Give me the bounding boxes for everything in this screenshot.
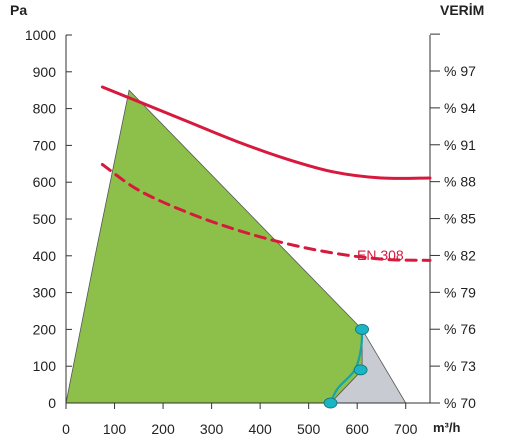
y-left-tick-label: 100 — [33, 358, 57, 374]
green-region — [65, 89, 363, 404]
x-tick-label: 400 — [248, 421, 272, 437]
y-left-tick-label: 900 — [33, 64, 57, 80]
axes-layer — [65, 33, 440, 409]
y-left-tick-label: 600 — [33, 174, 57, 190]
y-right-tick-label: % 88 — [444, 174, 476, 190]
y-right-tick-label: % 97 — [444, 63, 476, 79]
y-right-tick-label: % 82 — [444, 247, 476, 263]
y-left-tick-label: 800 — [33, 101, 57, 117]
y-right-tick-label: % 94 — [444, 100, 476, 116]
y-right-tick-label: % 76 — [444, 321, 476, 337]
regions-layer — [65, 89, 407, 404]
series-line-0 — [100, 85, 432, 180]
y-right-tick-label: % 70 — [444, 395, 476, 411]
operating-point-marker — [355, 323, 369, 335]
y-left-tick-label: 0 — [48, 395, 56, 411]
y-left-tick-label: 300 — [33, 285, 57, 301]
y-right-tick-label: % 85 — [444, 211, 476, 227]
y-right-tick-label: % 91 — [444, 137, 476, 153]
x-tick-label: 600 — [346, 421, 370, 437]
operating-point-marker — [353, 364, 368, 376]
x-tick-label: 500 — [297, 421, 321, 437]
y-left-tick-label: 400 — [33, 248, 57, 264]
x-tick-label: 100 — [103, 421, 127, 437]
y-left-tick-label: 700 — [33, 137, 57, 153]
y-left-tick-label: 500 — [33, 211, 57, 227]
y-right-axis-label: VERİM — [440, 2, 484, 18]
series-label: EN 308 — [357, 247, 404, 263]
x-tick-label: 200 — [151, 421, 175, 437]
series-layer — [100, 85, 432, 409]
y-right-tick-label: % 73 — [444, 358, 476, 374]
x-tick-label: 300 — [200, 421, 224, 437]
x-tick-label: 700 — [394, 421, 418, 437]
x-unit-label: m³/h — [433, 420, 461, 435]
labels-layer: 0 100 200 300 400 500 600 700 800 900 1000 0 100 200 3… — [25, 27, 476, 437]
y-left-tick-label: 200 — [33, 321, 57, 337]
y-left-tick-label: 1000 — [25, 27, 56, 43]
y-left-axis-label: Pa — [10, 2, 27, 18]
y-right-tick-label: % 79 — [444, 284, 476, 300]
x-tick-label: 0 — [62, 421, 70, 437]
series-line-1 — [100, 163, 432, 262]
operating-point-marker — [323, 397, 338, 409]
